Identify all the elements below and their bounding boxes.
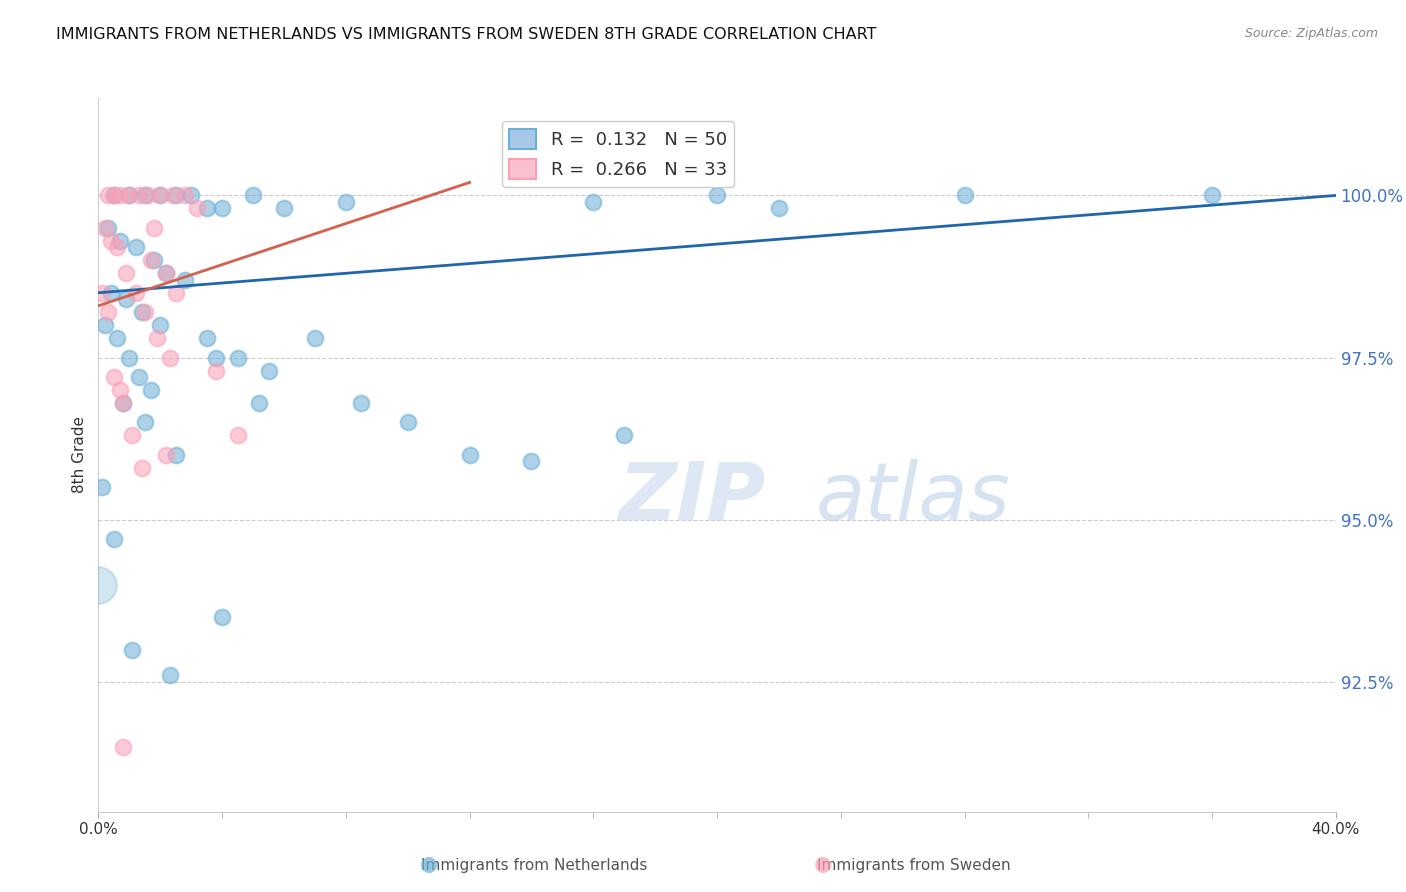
Point <box>458 448 481 462</box>
Point <box>180 188 202 202</box>
Point <box>90 480 112 494</box>
Point <box>335 194 357 209</box>
Point <box>90 285 112 300</box>
Point <box>582 194 605 209</box>
Point <box>103 188 125 202</box>
Point <box>149 188 172 202</box>
Text: Source: ZipAtlas.com: Source: ZipAtlas.com <box>1244 27 1378 40</box>
Point <box>149 318 172 333</box>
Point <box>97 220 120 235</box>
Point <box>520 454 543 468</box>
Point <box>273 202 295 216</box>
Text: Immigrants from Netherlands: Immigrants from Netherlands <box>420 858 648 872</box>
Point <box>124 285 146 300</box>
Point <box>105 240 128 254</box>
Point <box>143 253 166 268</box>
Point <box>87 577 110 591</box>
Point <box>121 642 143 657</box>
Point <box>768 202 790 216</box>
Y-axis label: 8th Grade: 8th Grade <box>72 417 87 493</box>
Point <box>100 234 122 248</box>
Point <box>242 188 264 202</box>
Text: Immigrants from Sweden: Immigrants from Sweden <box>817 858 1011 872</box>
Point <box>162 188 184 202</box>
Text: atlas: atlas <box>815 458 1011 537</box>
Point <box>396 416 419 430</box>
Point <box>226 351 249 365</box>
Point <box>155 266 177 280</box>
Point <box>159 351 181 365</box>
Point <box>97 188 120 202</box>
Point <box>118 351 141 365</box>
Point <box>112 739 135 754</box>
Point <box>165 448 187 462</box>
Point <box>174 188 197 202</box>
Point <box>124 240 146 254</box>
Point <box>103 188 125 202</box>
Point <box>103 533 125 547</box>
Point <box>115 292 138 306</box>
Point <box>706 188 728 202</box>
Point <box>136 188 159 202</box>
Point <box>115 266 138 280</box>
Point <box>211 610 233 624</box>
Point <box>257 363 280 377</box>
Legend: R =  0.132   N = 50, R =  0.266   N = 33: R = 0.132 N = 50, R = 0.266 N = 33 <box>502 121 734 186</box>
Point <box>186 202 208 216</box>
Point <box>93 220 115 235</box>
Point <box>146 331 169 345</box>
Point <box>105 331 128 345</box>
Text: ●: ● <box>420 854 437 873</box>
Point <box>211 202 233 216</box>
Point <box>143 220 166 235</box>
Point <box>134 188 156 202</box>
Point <box>112 396 135 410</box>
Point <box>128 188 150 202</box>
Point <box>953 188 976 202</box>
Text: ZIP: ZIP <box>619 458 765 537</box>
Point <box>195 331 218 345</box>
Point <box>139 383 162 397</box>
Point <box>205 351 228 365</box>
Point <box>121 428 143 442</box>
Point <box>613 428 636 442</box>
Point <box>139 253 162 268</box>
Point <box>226 428 249 442</box>
Point <box>350 396 373 410</box>
Point <box>205 363 228 377</box>
Point <box>131 461 153 475</box>
Text: ●: ● <box>814 854 831 873</box>
Point <box>108 383 131 397</box>
Point <box>304 331 326 345</box>
Point <box>118 188 141 202</box>
Point <box>108 234 131 248</box>
Point <box>103 370 125 384</box>
Point <box>108 188 131 202</box>
Point <box>112 396 135 410</box>
Point <box>247 396 270 410</box>
Point <box>134 305 156 319</box>
Point <box>195 202 218 216</box>
Point <box>97 305 120 319</box>
Point <box>174 273 197 287</box>
Text: IMMIGRANTS FROM NETHERLANDS VS IMMIGRANTS FROM SWEDEN 8TH GRADE CORRELATION CHAR: IMMIGRANTS FROM NETHERLANDS VS IMMIGRANT… <box>56 27 877 42</box>
Point <box>155 448 177 462</box>
Point <box>155 266 177 280</box>
Point <box>165 188 187 202</box>
Point <box>134 416 156 430</box>
Point <box>165 285 187 300</box>
Point <box>118 188 141 202</box>
Point <box>128 370 150 384</box>
Point <box>1201 188 1223 202</box>
Point <box>131 305 153 319</box>
Point <box>93 318 115 333</box>
Point <box>100 285 122 300</box>
Point <box>149 188 172 202</box>
Point <box>159 668 181 682</box>
